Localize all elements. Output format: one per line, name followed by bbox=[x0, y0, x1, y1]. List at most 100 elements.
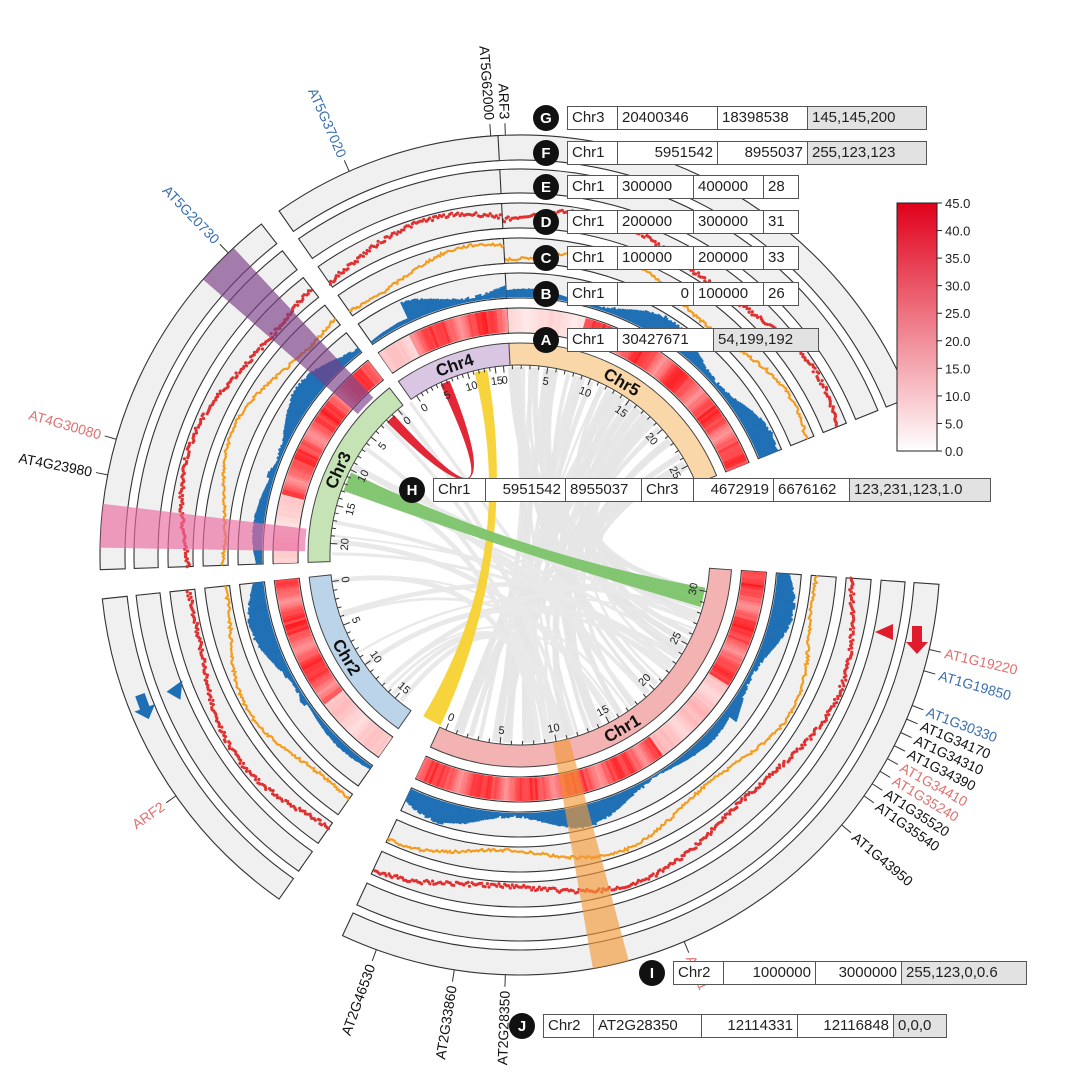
heat-cell bbox=[637, 743, 652, 765]
bar-mark bbox=[702, 735, 711, 745]
scatter-point bbox=[196, 621, 200, 626]
bar-mark bbox=[722, 391, 729, 397]
heat-cell bbox=[418, 758, 431, 781]
heat-cell bbox=[423, 327, 436, 350]
bar-mark bbox=[343, 747, 350, 754]
scatter-point bbox=[610, 888, 614, 892]
scatter-point bbox=[318, 822, 322, 826]
heat-cell bbox=[712, 431, 735, 446]
bar-mark bbox=[250, 623, 272, 632]
heat-cell bbox=[456, 770, 465, 794]
scatter-point bbox=[808, 734, 812, 738]
bar-mark bbox=[270, 467, 277, 472]
bar-mark bbox=[460, 298, 464, 304]
bar-mark bbox=[701, 368, 708, 374]
bar-mark bbox=[290, 393, 310, 408]
scatter-point bbox=[545, 889, 550, 893]
bar-mark bbox=[699, 738, 709, 748]
heat-cell bbox=[315, 678, 336, 694]
cell: 33 bbox=[768, 249, 785, 266]
scatter-point bbox=[460, 212, 464, 216]
scatter-point bbox=[381, 871, 385, 875]
heat-cell bbox=[340, 707, 359, 725]
heat-cell bbox=[469, 313, 478, 337]
scatter-point bbox=[817, 371, 821, 375]
heat-cell bbox=[668, 719, 686, 739]
bar-mark bbox=[517, 288, 520, 298]
ring-outer2 bbox=[278, 134, 500, 233]
bar-mark bbox=[322, 725, 328, 731]
bar-mark bbox=[289, 401, 306, 413]
gene-tick bbox=[929, 648, 942, 653]
scatter-point bbox=[654, 243, 658, 247]
heat-cell bbox=[675, 378, 694, 398]
bar-mark bbox=[713, 382, 717, 386]
bar-mark bbox=[248, 597, 266, 604]
heat-cell bbox=[306, 665, 328, 680]
heat-cell bbox=[690, 696, 710, 714]
colorbar-tick-label: 45.0 bbox=[945, 196, 970, 211]
bar-mark bbox=[586, 803, 595, 826]
heat-cell bbox=[555, 774, 563, 798]
scatter-point bbox=[699, 838, 703, 842]
cell: 0,0,0 bbox=[894, 1015, 946, 1037]
bar-mark bbox=[741, 414, 758, 426]
heat-cell bbox=[718, 654, 741, 668]
bar-mark bbox=[380, 332, 385, 337]
heat-cell bbox=[692, 398, 712, 416]
scatter-point bbox=[245, 766, 249, 771]
heat-cell bbox=[281, 491, 305, 500]
heat-cell bbox=[275, 582, 300, 589]
heat-cell bbox=[476, 774, 484, 798]
heat-cell bbox=[364, 362, 381, 383]
cell: Chr1 bbox=[568, 142, 618, 164]
heat-cell bbox=[413, 331, 427, 354]
heat-cell bbox=[485, 311, 492, 335]
bar-mark bbox=[445, 298, 450, 308]
bar-mark bbox=[754, 660, 761, 665]
bar-mark bbox=[348, 751, 355, 758]
scatter-point bbox=[841, 681, 845, 685]
scatter-point bbox=[194, 630, 198, 634]
highlight-purple bbox=[203, 247, 374, 414]
bar-mark bbox=[286, 409, 302, 420]
bar-mark bbox=[351, 351, 357, 357]
bar-mark bbox=[701, 737, 710, 746]
scatter-point bbox=[353, 259, 357, 264]
heat-cell bbox=[739, 589, 763, 597]
heat-cell bbox=[657, 361, 674, 381]
heat-cell bbox=[298, 445, 321, 459]
bar-mark bbox=[283, 427, 294, 435]
bar-mark bbox=[639, 310, 650, 328]
heat-cell bbox=[699, 409, 720, 425]
bar-mark bbox=[265, 649, 281, 657]
scatter-point bbox=[183, 551, 187, 555]
scatter-point bbox=[530, 888, 534, 892]
scatter-point bbox=[205, 673, 209, 677]
cell: 3000000 bbox=[816, 962, 902, 984]
bar-mark bbox=[767, 625, 787, 634]
bar-mark bbox=[503, 812, 506, 819]
bar-mark bbox=[514, 289, 518, 298]
cell: 4672919 bbox=[694, 479, 774, 501]
heat-cell bbox=[668, 371, 686, 391]
bar-mark bbox=[452, 805, 460, 824]
tick-mark bbox=[331, 579, 339, 582]
tick-label: 15 bbox=[612, 404, 629, 421]
bar-mark bbox=[297, 385, 316, 400]
bar-mark bbox=[346, 352, 354, 360]
scatter-point bbox=[758, 782, 762, 786]
bar-mark bbox=[510, 289, 514, 298]
tick-mark bbox=[699, 601, 705, 604]
colorbar-tick-label: 40.0 bbox=[945, 224, 970, 239]
scatter-point bbox=[833, 415, 838, 419]
heat-cell bbox=[321, 407, 342, 423]
scatter-point bbox=[656, 869, 661, 873]
arrow-red-left bbox=[875, 624, 893, 640]
bar-mark bbox=[456, 806, 464, 824]
bar-mark bbox=[266, 474, 275, 480]
heat-cell bbox=[688, 394, 709, 412]
scatter-point bbox=[373, 869, 377, 873]
bar-mark bbox=[758, 650, 769, 657]
heat-cell bbox=[735, 608, 759, 618]
